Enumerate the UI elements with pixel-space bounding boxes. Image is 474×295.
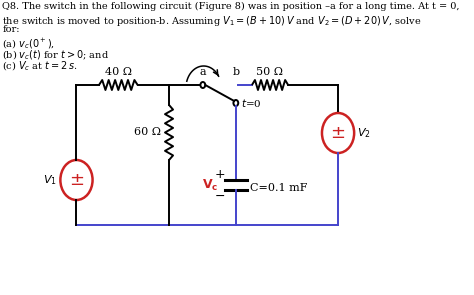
Text: 40 Ω: 40 Ω: [105, 67, 132, 77]
Text: a: a: [200, 67, 206, 77]
Text: $t$=0: $t$=0: [241, 97, 261, 109]
Text: for:: for:: [2, 25, 20, 34]
Text: +: +: [214, 168, 225, 181]
Text: $V_2$: $V_2$: [357, 126, 371, 140]
Text: the switch is moved to position-b. Assuming $V_1 = (B+10)\,V$ and $V_2 = (D+20)\: the switch is moved to position-b. Assum…: [2, 14, 422, 27]
Text: $\pm$: $\pm$: [69, 171, 84, 189]
Text: $\mathbf{V_c}$: $\mathbf{V_c}$: [202, 178, 218, 193]
Text: (b) $v_c(t)$ for $t > 0$; and: (b) $v_c(t)$ for $t > 0$; and: [2, 48, 109, 62]
Text: C=0.1 mF: C=0.1 mF: [250, 183, 308, 193]
Text: $\pm$: $\pm$: [330, 124, 346, 142]
Text: b: b: [232, 67, 239, 77]
Text: 60 Ω: 60 Ω: [134, 127, 161, 137]
Text: Q8. The switch in the following circuit (Figure 8) was in position –a for a long: Q8. The switch in the following circuit …: [2, 2, 460, 11]
Text: $V_1$: $V_1$: [43, 173, 57, 187]
Text: (c) $V_c$ at $t = 2\,s$.: (c) $V_c$ at $t = 2\,s$.: [2, 60, 78, 73]
Text: $-$: $-$: [214, 189, 225, 201]
Text: 50 Ω: 50 Ω: [256, 67, 283, 77]
Text: (a) $v_c(0^+)$,: (a) $v_c(0^+)$,: [2, 37, 55, 51]
